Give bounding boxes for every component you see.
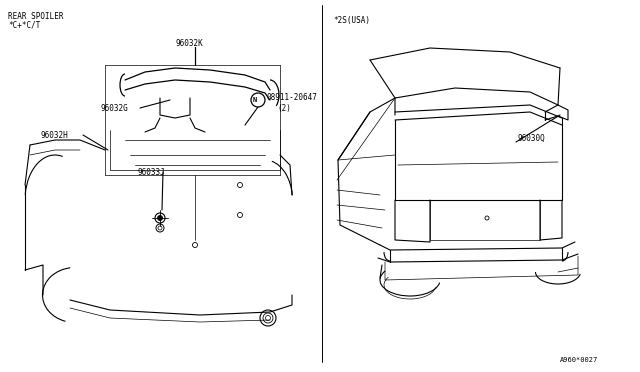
Text: (2): (2) [277, 103, 291, 112]
Text: A960*0027: A960*0027 [560, 357, 598, 363]
Text: *2S(USA): *2S(USA) [333, 16, 370, 25]
Text: N: N [253, 97, 257, 103]
Text: 96032G: 96032G [100, 103, 128, 112]
Circle shape [157, 215, 163, 221]
Text: 96030Q: 96030Q [518, 134, 546, 142]
Text: 08911-20647: 08911-20647 [267, 93, 318, 102]
Text: REAR SPOILER: REAR SPOILER [8, 12, 63, 20]
Text: *C+*C/T: *C+*C/T [8, 20, 40, 29]
Text: 96033J: 96033J [138, 167, 166, 176]
Text: 96032K: 96032K [175, 38, 203, 48]
Text: 96032H: 96032H [40, 131, 68, 140]
